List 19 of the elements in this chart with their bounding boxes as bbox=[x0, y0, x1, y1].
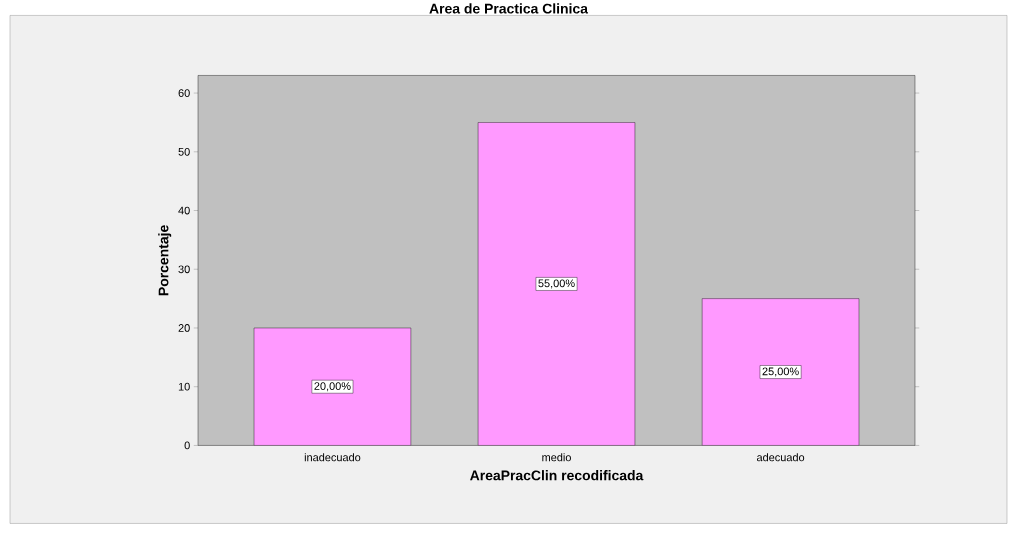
y-tick-label: 20 bbox=[178, 323, 190, 332]
x-tick-label: medio bbox=[542, 452, 571, 462]
y-tick-label: 50 bbox=[178, 147, 190, 156]
bar bbox=[253, 327, 412, 446]
y-tick-label: 10 bbox=[178, 382, 190, 391]
y-tick-label: 60 bbox=[178, 88, 190, 97]
bar bbox=[477, 122, 636, 446]
y-axis-title: Porcentaje bbox=[158, 225, 172, 295]
bar bbox=[701, 298, 860, 446]
x-tick-label: inadecuado bbox=[304, 452, 361, 462]
x-tick-label: adecuado bbox=[756, 452, 805, 462]
y-tick-label: 0 bbox=[184, 441, 190, 450]
data-label: 55,00% bbox=[538, 279, 575, 289]
data-label: 25,00% bbox=[762, 367, 799, 377]
y-tick-label: 30 bbox=[178, 265, 190, 273]
x-axis-title: AreaPracClin recodificada bbox=[470, 469, 644, 481]
chart-title: Area de Practica Clinica bbox=[429, 3, 589, 14]
y-tick-label: 40 bbox=[178, 206, 190, 215]
data-label: 20,00% bbox=[314, 381, 351, 392]
